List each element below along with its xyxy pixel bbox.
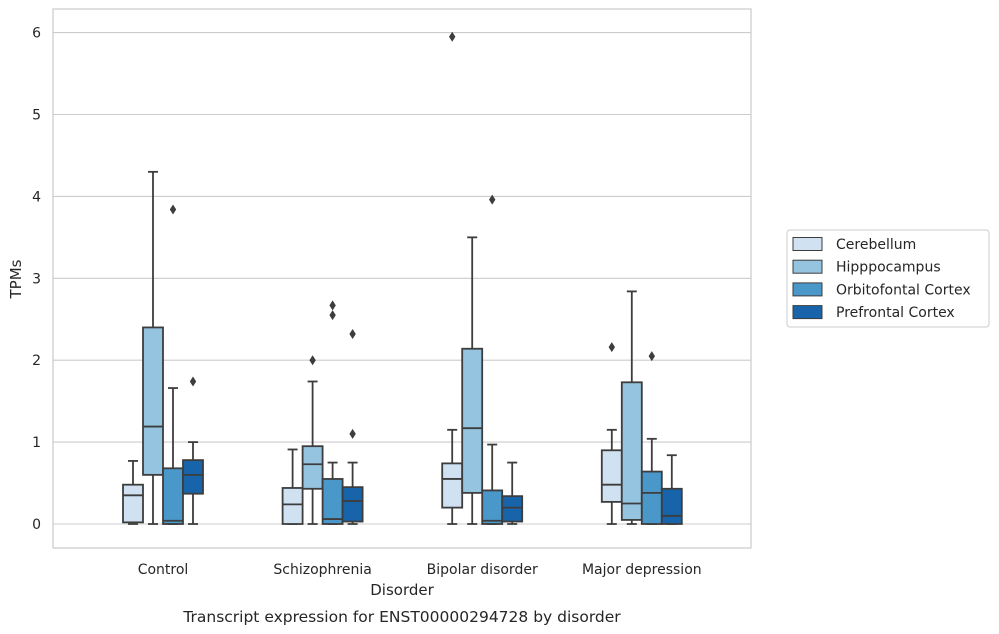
box-iqr — [341, 486, 364, 523]
y-tick-labels: 0 1 2 3 4 5 6 — [32, 26, 41, 533]
data-layer — [122, 31, 683, 525]
y-tick-label: 3 — [32, 271, 41, 287]
outlier-point — [309, 355, 316, 366]
outlier-point — [648, 351, 655, 362]
y-tick-label: 5 — [32, 108, 41, 124]
y-tick-label: 6 — [32, 26, 41, 42]
box-3-0 — [182, 376, 204, 525]
outlier-point — [349, 428, 356, 439]
box-iqr — [321, 478, 344, 525]
x-tick-label: Control — [138, 562, 189, 578]
legend-label: Orbitofontal Cortex — [836, 282, 971, 298]
legend-swatch — [792, 259, 823, 274]
outlier-point — [608, 342, 615, 353]
x-tick-label: Bipolar disorder — [427, 562, 538, 578]
grid-layer — [53, 32, 751, 525]
legend-label: Hipppocampus — [836, 260, 941, 276]
outlier-point — [349, 328, 356, 339]
box-3-2 — [501, 461, 524, 525]
legend: Cerebellum Hipppocampus Orbitofontal Corte… — [786, 229, 990, 328]
x-tick-label: Schizophrenia — [273, 562, 371, 578]
box-iqr — [281, 487, 304, 525]
y-axis-label: TPMs — [7, 259, 25, 299]
legend-item: Prefrontal Cortex — [792, 305, 955, 321]
box-iqr — [301, 445, 324, 490]
box-iqr — [142, 326, 164, 476]
legend-item: Cerebellum — [792, 237, 916, 253]
box-1-0 — [142, 170, 164, 525]
legend-swatch — [792, 305, 823, 320]
chart-title: Transcript expression for ENST0000029472… — [182, 608, 621, 626]
x-axis-label: Disorder — [370, 581, 434, 599]
box-iqr — [481, 489, 504, 525]
box-0-0 — [122, 460, 144, 525]
outlier-point — [449, 31, 456, 42]
legend-frame — [786, 229, 990, 328]
y-tick-label: 0 — [32, 517, 41, 533]
outlier-point — [489, 194, 496, 205]
box-1-2 — [461, 236, 484, 525]
y-tick-label: 2 — [32, 353, 41, 369]
box-0-3 — [600, 342, 623, 525]
box-iqr — [600, 449, 623, 503]
box-2-0 — [162, 204, 184, 525]
box-iqr — [441, 462, 464, 509]
box-iqr — [162, 467, 184, 525]
legend-item: Orbitofontal Cortex — [792, 282, 971, 298]
box-0-2 — [441, 31, 464, 525]
plot-frame — [52, 8, 752, 549]
outlier-point — [329, 310, 336, 321]
box-iqr — [122, 483, 144, 524]
legend-item: Hipppocampus — [792, 259, 941, 276]
legend-label: Prefrontal Cortex — [836, 305, 955, 321]
legend-items: Cerebellum Hipppocampus Orbitofontal Corte… — [792, 237, 971, 321]
box-1-1 — [301, 355, 324, 525]
outlier-point — [329, 300, 336, 311]
box-2-3 — [640, 351, 663, 525]
box-iqr — [640, 470, 663, 525]
legend-swatch — [792, 237, 823, 251]
box-2-1 — [321, 300, 344, 525]
y-tick-label: 1 — [32, 435, 41, 451]
y-tick-label: 4 — [32, 189, 41, 205]
box-1-3 — [620, 290, 643, 525]
box-iqr — [461, 347, 484, 494]
box-iqr — [660, 487, 683, 525]
outlier-point — [189, 376, 197, 387]
legend-label: Cerebellum — [836, 237, 916, 253]
legend-swatch — [792, 282, 823, 297]
box-iqr — [620, 381, 643, 521]
box-3-1 — [341, 328, 364, 525]
box-iqr — [501, 495, 524, 523]
box-iqr — [182, 459, 204, 495]
box-0-1 — [281, 448, 304, 525]
box-2-2 — [481, 194, 504, 525]
box-3-3 — [660, 454, 683, 525]
outlier-point — [169, 204, 177, 215]
x-tick-labels: Control Schizophrenia Bipolar disorder Majo… — [138, 562, 702, 578]
x-tick-label: Major depression — [582, 562, 702, 578]
